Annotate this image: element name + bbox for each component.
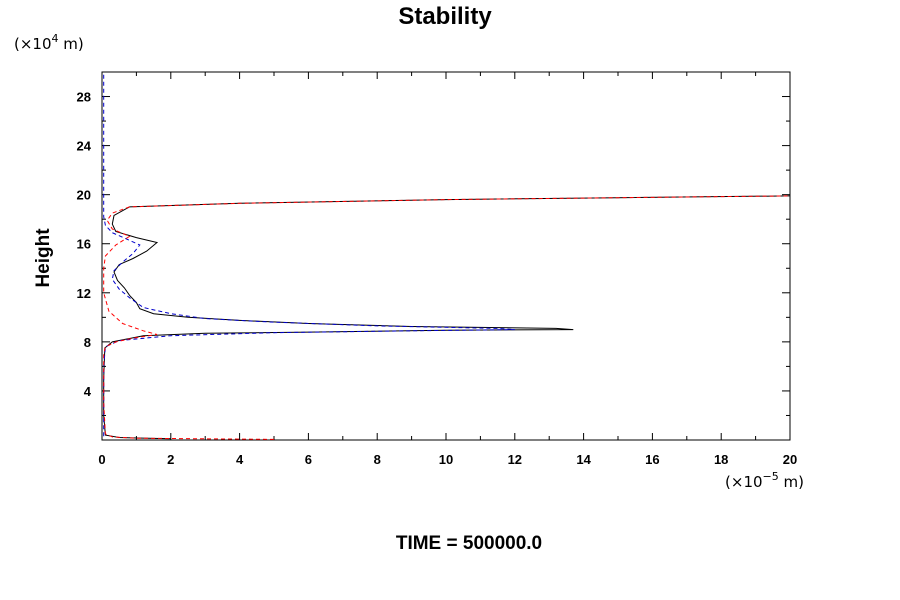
y-unit-exponent: 4: [52, 32, 59, 45]
chart-title: Stability: [398, 3, 492, 30]
y-tick-label: 12: [77, 286, 91, 301]
plot-frame: [101, 71, 791, 441]
x-tick-label: 6: [305, 452, 312, 467]
x-unit-label: (×10−5 m): [725, 470, 804, 491]
x-tick-label: 4: [236, 452, 244, 467]
x-tick-label: 12: [508, 452, 522, 467]
y-tick-label: 16: [77, 237, 91, 252]
y-tick-label: 28: [77, 90, 91, 105]
series-layer: [103, 74, 791, 440]
series-line-0: [103, 195, 791, 440]
x-tick-label: 14: [576, 452, 591, 467]
series-line-1: [103, 74, 515, 437]
x-tick-label: 8: [374, 452, 381, 467]
x-unit-prefix: (×10: [725, 473, 763, 491]
time-label: TIME = 500000.0: [396, 533, 542, 554]
y-unit-suffix: m): [59, 35, 84, 53]
y-unit-prefix: (×10: [14, 35, 52, 53]
y-axis-label: Height: [33, 228, 54, 288]
y-tick-label: 20: [77, 188, 91, 203]
x-ticks: 0 2 4 6 8 10 12 14 16 18 20: [98, 72, 797, 467]
x-unit-suffix: m): [779, 473, 804, 491]
x-tick-label: 2: [167, 452, 174, 467]
x-tick-label: 20: [783, 452, 797, 467]
y-ticks: 4 8 12 16 20 24 28: [77, 71, 790, 441]
x-tick-label: 16: [645, 452, 659, 467]
series-line-2: [103, 195, 791, 440]
y-tick-label: 8: [84, 335, 91, 350]
y-tick-label: 24: [77, 139, 92, 154]
y-tick-label: 4: [84, 384, 92, 399]
y-unit-label: (×104 m): [14, 32, 84, 53]
x-unit-exponent: −5: [763, 470, 779, 483]
x-tick-label: 0: [98, 452, 105, 467]
x-tick-label: 18: [714, 452, 728, 467]
x-tick-label: 10: [439, 452, 453, 467]
